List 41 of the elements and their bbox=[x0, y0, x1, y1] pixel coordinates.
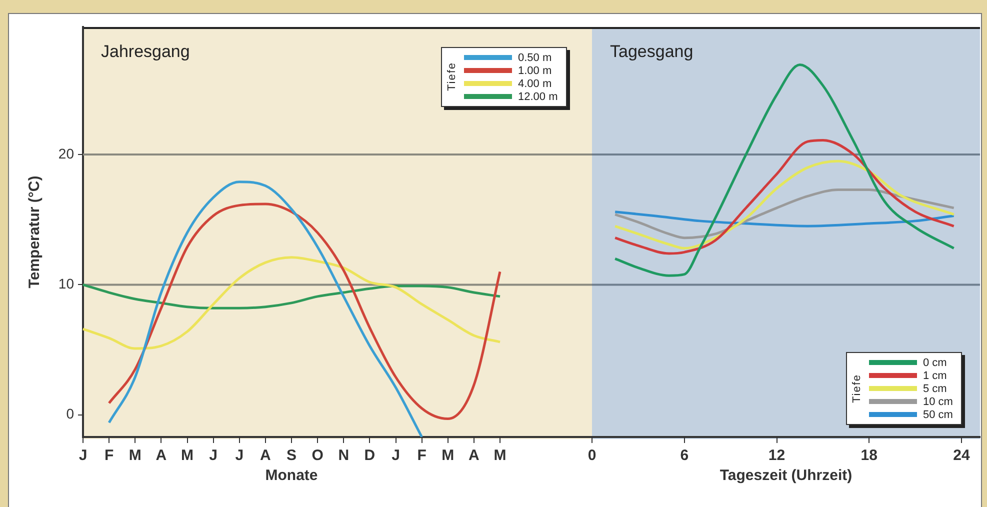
legend-label: 0.50 m bbox=[518, 52, 552, 64]
legend-label: 10 cm bbox=[923, 396, 953, 408]
x-tick-label: J bbox=[78, 447, 88, 464]
x-tick-label: D bbox=[364, 447, 376, 464]
x-tick-label: F bbox=[104, 447, 114, 464]
x-tick-label: 12 bbox=[768, 447, 786, 464]
x-tick-label: J bbox=[392, 447, 400, 464]
x-tick-label: J bbox=[209, 447, 218, 464]
x-tick-label: O bbox=[312, 447, 324, 464]
x-tick-label: A bbox=[156, 447, 167, 464]
legend-title: Tiefe bbox=[851, 374, 863, 404]
x-tick-label: A bbox=[260, 447, 272, 464]
x-axis-title: Tageszeit (Uhrzeit) bbox=[720, 467, 852, 484]
legend-title: Tiefe bbox=[446, 62, 458, 92]
x-tick-label: M bbox=[442, 447, 454, 464]
x-tick-label: 6 bbox=[680, 447, 689, 464]
y-tick-label: 20 bbox=[58, 145, 74, 162]
legend-label: 12.00 m bbox=[518, 90, 558, 102]
x-tick-label: S bbox=[286, 447, 297, 464]
x-tick-label: 18 bbox=[860, 447, 878, 464]
x-tick-label: J bbox=[235, 447, 244, 464]
y-axis-title: Temperatur (°C) bbox=[26, 176, 44, 288]
legend-label: 50 cm bbox=[923, 408, 953, 420]
text: Tagesgang bbox=[610, 42, 694, 61]
legend-label: 4.00 m bbox=[518, 78, 552, 90]
y-tick-label: 10 bbox=[58, 276, 74, 292]
x-tick-label: N bbox=[338, 447, 350, 464]
legend-label: 0 cm bbox=[923, 356, 947, 368]
x-tick-label: M bbox=[494, 447, 506, 464]
x-tick-label: F bbox=[417, 447, 426, 464]
legend-label: 5 cm bbox=[923, 382, 947, 394]
x-tick-label: M bbox=[181, 447, 194, 464]
x-tick-label: A bbox=[468, 447, 480, 464]
legend-label: 1.00 m bbox=[518, 64, 552, 76]
text: Jahresgang bbox=[101, 42, 190, 61]
x-tick-label: M bbox=[128, 447, 142, 464]
y-tick-label: 0 bbox=[66, 406, 74, 422]
x-tick-label: 24 bbox=[953, 447, 971, 464]
x-tick-label: 0 bbox=[588, 447, 596, 464]
x-axis-title: Monate bbox=[265, 467, 318, 484]
legend-label: 1 cm bbox=[923, 370, 947, 382]
